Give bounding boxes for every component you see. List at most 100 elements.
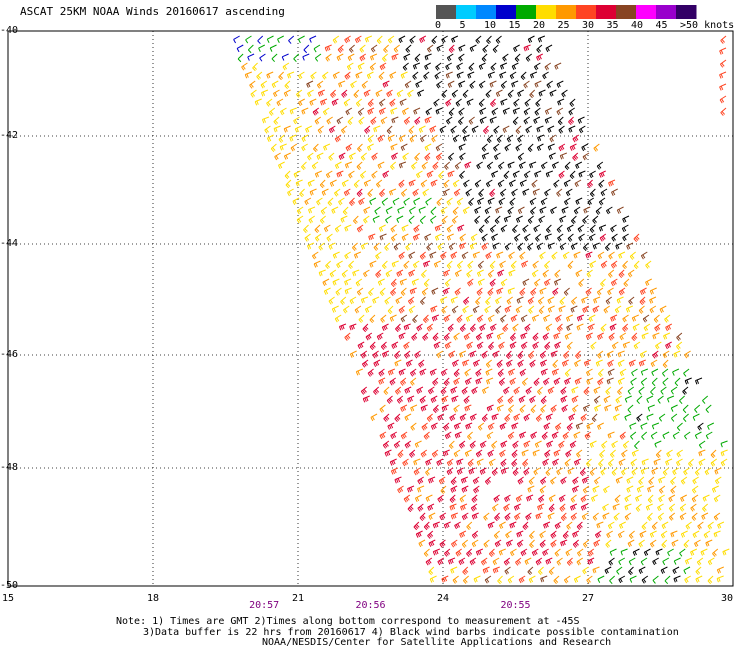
wind-barb <box>619 368 627 377</box>
pass-time-label: 20:57 <box>249 600 280 611</box>
wind-barb <box>376 332 384 341</box>
wind-barb <box>456 62 463 71</box>
wind-barb <box>595 359 603 367</box>
wind-barb <box>670 530 678 538</box>
wind-barb <box>636 413 643 422</box>
wind-barb <box>369 53 378 61</box>
wind-barb <box>640 251 648 260</box>
wind-barb <box>462 359 470 367</box>
wind-barb <box>557 98 565 106</box>
wind-barb <box>441 35 448 44</box>
wind-barb <box>325 260 332 270</box>
wind-barb <box>691 494 699 503</box>
wind-barb <box>450 296 458 304</box>
wind-barb <box>527 242 534 251</box>
wind-barb <box>348 170 355 179</box>
wind-barb <box>368 233 376 241</box>
wind-barb <box>456 458 464 466</box>
wind-barb <box>589 260 597 269</box>
wind-barb <box>564 161 571 171</box>
wind-barb <box>330 89 337 99</box>
wind-barb <box>434 233 442 241</box>
wind-barb <box>683 539 690 549</box>
wind-barb <box>458 143 466 151</box>
wind-barb <box>322 278 330 287</box>
wind-barb <box>328 296 335 305</box>
wind-barb <box>479 323 486 332</box>
wind-barb <box>298 98 305 107</box>
wind-barb <box>567 233 574 242</box>
wind-barb <box>247 53 255 61</box>
wind-barb <box>469 242 477 250</box>
wind-barb <box>485 179 493 188</box>
wind-barb <box>471 530 479 539</box>
wind-barb <box>338 323 347 331</box>
wind-barb <box>269 44 277 52</box>
wind-barb <box>504 512 511 521</box>
wind-barb <box>690 548 698 556</box>
wind-barb <box>423 314 430 324</box>
wind-barb <box>448 152 455 161</box>
wind-barb <box>575 269 583 278</box>
wind-barb <box>384 449 392 457</box>
wind-barb <box>561 359 569 367</box>
wind-barb <box>658 494 665 503</box>
wind-barb <box>591 413 598 423</box>
wind-barb <box>482 566 490 574</box>
wind-barb <box>451 305 459 314</box>
wind-barb <box>446 233 454 241</box>
wind-barb <box>370 44 378 53</box>
wind-barb <box>447 80 455 89</box>
wind-barb <box>676 449 684 458</box>
wind-barb <box>547 242 555 250</box>
wind-barb <box>490 62 497 71</box>
wind-barb <box>426 242 433 251</box>
wind-barb <box>378 107 386 115</box>
wind-barb <box>512 467 519 476</box>
wind-barb <box>552 458 560 466</box>
wind-barb <box>607 368 615 376</box>
wind-barb <box>295 89 303 98</box>
wind-barb <box>370 116 377 125</box>
wind-barb <box>657 503 664 512</box>
wind-barb <box>509 521 517 529</box>
wind-barb <box>611 233 618 242</box>
wind-barb <box>520 332 528 340</box>
wind-barb <box>526 494 534 502</box>
wind-barb <box>389 188 397 196</box>
wind-barb <box>540 395 547 405</box>
wind-barb <box>527 485 535 493</box>
wind-barb <box>433 98 440 107</box>
wind-barb <box>294 125 302 133</box>
wind-barb <box>495 305 502 314</box>
wind-barb <box>563 179 571 187</box>
wind-barb <box>278 134 285 143</box>
wind-barb <box>554 521 562 530</box>
wind-barb <box>654 440 662 448</box>
wind-barb <box>431 287 439 295</box>
latitude-tick-label: -50 <box>0 580 19 591</box>
wind-barb <box>529 539 535 549</box>
wind-barb <box>425 557 433 566</box>
wind-barb <box>481 242 489 251</box>
wind-barb <box>394 359 402 367</box>
wind-barb <box>601 440 608 449</box>
wind-barb <box>629 575 637 583</box>
wind-barb <box>355 368 364 376</box>
wind-barb <box>332 35 340 44</box>
wind-barb <box>705 431 713 440</box>
wind-barb <box>701 512 709 520</box>
wind-barb <box>522 278 530 286</box>
wind-barb <box>403 116 411 125</box>
wind-barb <box>619 332 627 341</box>
wind-barb <box>477 197 484 205</box>
wind-barb <box>671 539 679 547</box>
wind-barb <box>492 350 500 358</box>
wind-barb <box>587 323 595 331</box>
wind-barb <box>564 332 572 340</box>
wind-barb <box>412 233 420 241</box>
wind-barb <box>571 296 578 305</box>
wind-barb <box>403 197 410 206</box>
wind-barb <box>639 296 646 306</box>
wind-barb <box>441 89 448 99</box>
